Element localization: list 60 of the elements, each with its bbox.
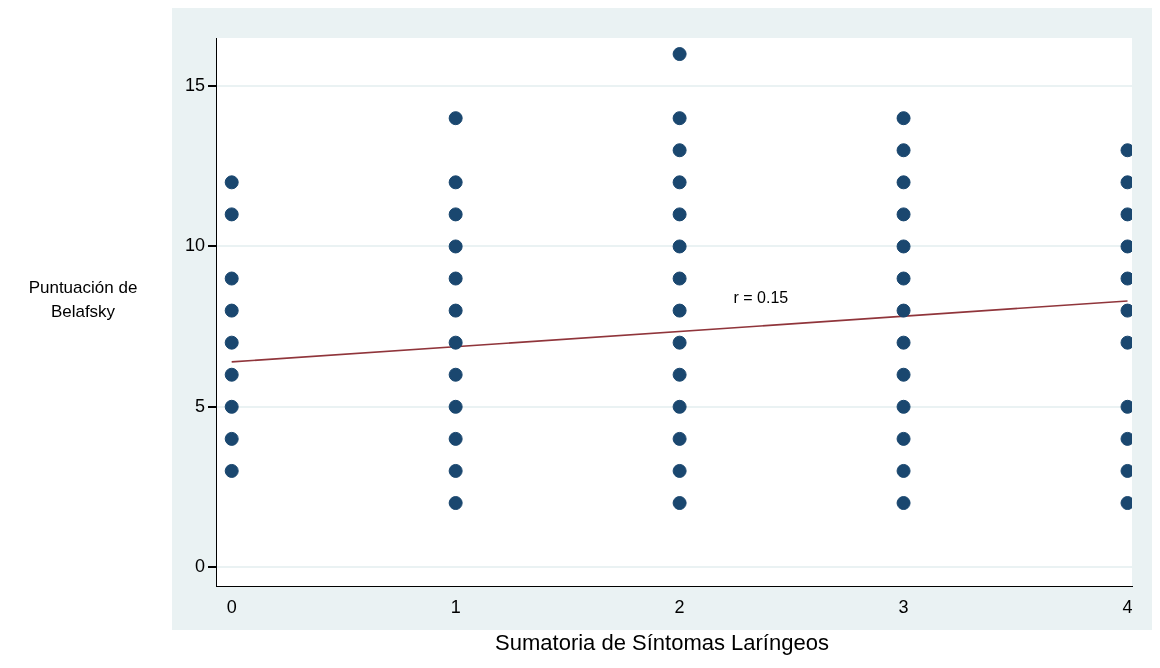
point (224, 303, 239, 318)
point (448, 335, 463, 350)
point (896, 175, 911, 190)
point (896, 143, 911, 158)
point (896, 207, 911, 222)
point (224, 175, 239, 190)
point (448, 111, 463, 126)
point (448, 431, 463, 446)
point (896, 367, 911, 382)
point (896, 271, 911, 286)
annotation: r = 0.15 (733, 289, 789, 307)
point (448, 175, 463, 190)
point (448, 271, 463, 286)
point (672, 463, 687, 478)
point (448, 463, 463, 478)
point (224, 463, 239, 478)
point (672, 431, 687, 446)
point (224, 335, 239, 350)
x-tick-label: 1 (450, 597, 461, 618)
point (896, 335, 911, 350)
y-tick-label: 15 (184, 75, 206, 96)
point (224, 367, 239, 382)
x-axis-title: Sumatoria de Síntomas Laríngeos (494, 630, 830, 656)
y-axis-title: Puntuación de Belafsky (28, 277, 138, 323)
point (672, 367, 687, 382)
x-tick-label: 4 (1122, 597, 1133, 618)
y-tick-label: 10 (184, 235, 206, 256)
point (896, 111, 911, 126)
point (672, 271, 687, 286)
point (672, 175, 687, 190)
point (448, 399, 463, 414)
point (672, 399, 687, 414)
point (672, 496, 687, 511)
point (672, 47, 687, 62)
point (224, 207, 239, 222)
point (448, 239, 463, 254)
point (672, 239, 687, 254)
point (896, 303, 911, 318)
point (672, 143, 687, 158)
x-tick-label: 2 (674, 597, 685, 618)
point (896, 239, 911, 254)
y-tick-label: 0 (195, 556, 206, 577)
y-tick-label: 5 (195, 395, 206, 416)
x-tick-label: 0 (226, 597, 237, 618)
point (448, 303, 463, 318)
point (896, 431, 911, 446)
point (224, 271, 239, 286)
point (448, 367, 463, 382)
point (672, 335, 687, 350)
point (672, 207, 687, 222)
point (896, 399, 911, 414)
point (448, 207, 463, 222)
point (672, 303, 687, 318)
point (672, 111, 687, 126)
point (896, 463, 911, 478)
point (896, 496, 911, 511)
point (224, 431, 239, 446)
point (448, 496, 463, 511)
point (224, 399, 239, 414)
x-tick-label: 3 (898, 597, 909, 618)
